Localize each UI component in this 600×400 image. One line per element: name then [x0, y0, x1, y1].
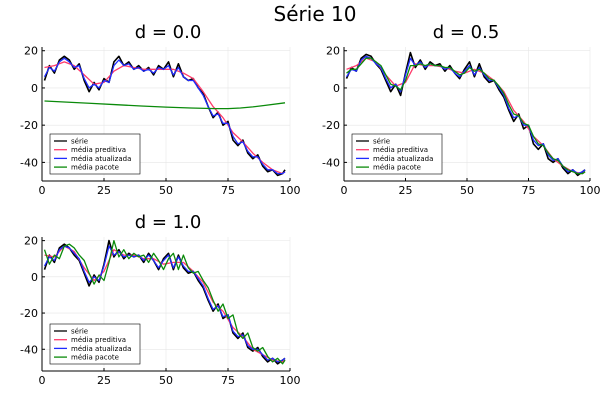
y-tick-label: -40: [20, 343, 38, 356]
legend-label: média preditiva: [71, 336, 126, 344]
y-tick-label: 20: [24, 45, 38, 58]
x-tick-label: 50: [460, 184, 474, 197]
figure-title: Série 10: [274, 2, 357, 26]
y-tick-label: -40: [322, 156, 340, 169]
legend-label: média pacote: [71, 354, 119, 362]
legend-label: série: [71, 328, 88, 336]
legend-label: média pacote: [71, 164, 119, 172]
x-tick-label: 0: [341, 184, 348, 197]
x-tick-label: 100: [280, 374, 301, 387]
x-tick-label: 25: [97, 184, 111, 197]
y-tick-label: 20: [24, 235, 38, 248]
legend-label: média atualizada: [71, 345, 131, 353]
series-line-média-pacote: [44, 100, 286, 110]
legend-label: média pacote: [373, 164, 421, 172]
series-line-média-atualizada: [43, 245, 286, 363]
series-line-série: [345, 51, 586, 177]
x-tick-label: 25: [399, 184, 413, 197]
subplot-title: d = 0.0: [135, 22, 202, 43]
x-tick-label: 75: [522, 184, 536, 197]
x-tick-label: 100: [280, 184, 301, 197]
x-tick-label: 0: [39, 374, 46, 387]
legend-label: média preditiva: [71, 146, 126, 154]
legend-label: série: [71, 138, 88, 146]
series-line-média-atualizada: [345, 55, 586, 175]
x-tick-label: 75: [221, 184, 235, 197]
series-line-média-preditiva: [44, 61, 286, 175]
x-tick-label: 100: [580, 184, 600, 197]
series-line-média-pacote: [346, 57, 586, 175]
x-tick-label: 50: [159, 184, 173, 197]
legend-label: média preditiva: [373, 146, 428, 154]
y-tick-label: -20: [322, 119, 340, 132]
x-tick-label: 50: [159, 374, 173, 387]
series-line-média-atualizada: [43, 57, 286, 175]
y-tick-label: -40: [20, 156, 38, 169]
y-tick-label: 20: [326, 45, 340, 58]
subplot-title: d = 1.0: [135, 212, 202, 233]
legend-label: série: [373, 138, 390, 146]
subplot-title: d = 0.5: [433, 22, 500, 43]
y-tick-label: 0: [31, 82, 38, 95]
y-tick-label: -20: [20, 307, 38, 320]
series-line-média-preditiva: [44, 245, 286, 363]
x-tick-label: 25: [97, 374, 111, 387]
legend-label: média atualizada: [71, 155, 131, 163]
x-tick-label: 75: [221, 374, 235, 387]
y-tick-label: 0: [31, 271, 38, 284]
series-line-média-pacote: [43, 239, 286, 365]
y-tick-label: 0: [333, 82, 340, 95]
x-tick-label: 0: [39, 184, 46, 197]
legend-label: média atualizada: [373, 155, 433, 163]
y-tick-label: -20: [20, 119, 38, 132]
